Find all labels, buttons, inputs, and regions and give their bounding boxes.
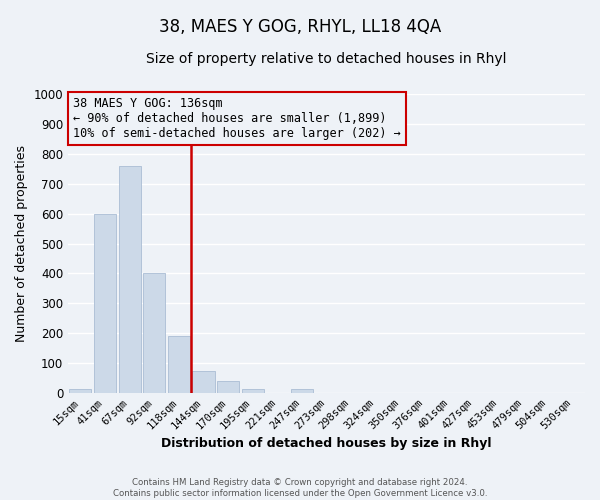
Title: Size of property relative to detached houses in Rhyl: Size of property relative to detached ho… — [146, 52, 507, 66]
Bar — [217, 381, 239, 393]
Bar — [193, 370, 215, 393]
Text: 38, MAES Y GOG, RHYL, LL18 4QA: 38, MAES Y GOG, RHYL, LL18 4QA — [159, 18, 441, 36]
Bar — [94, 214, 116, 393]
Bar — [143, 274, 165, 393]
Text: 38 MAES Y GOG: 136sqm
← 90% of detached houses are smaller (1,899)
10% of semi-d: 38 MAES Y GOG: 136sqm ← 90% of detached … — [73, 97, 401, 140]
X-axis label: Distribution of detached houses by size in Rhyl: Distribution of detached houses by size … — [161, 437, 492, 450]
Bar — [291, 390, 313, 393]
Text: Contains HM Land Registry data © Crown copyright and database right 2024.
Contai: Contains HM Land Registry data © Crown c… — [113, 478, 487, 498]
Bar — [119, 166, 140, 393]
Bar — [168, 336, 190, 393]
Bar — [69, 388, 91, 393]
Bar — [242, 388, 264, 393]
Y-axis label: Number of detached properties: Number of detached properties — [15, 145, 28, 342]
